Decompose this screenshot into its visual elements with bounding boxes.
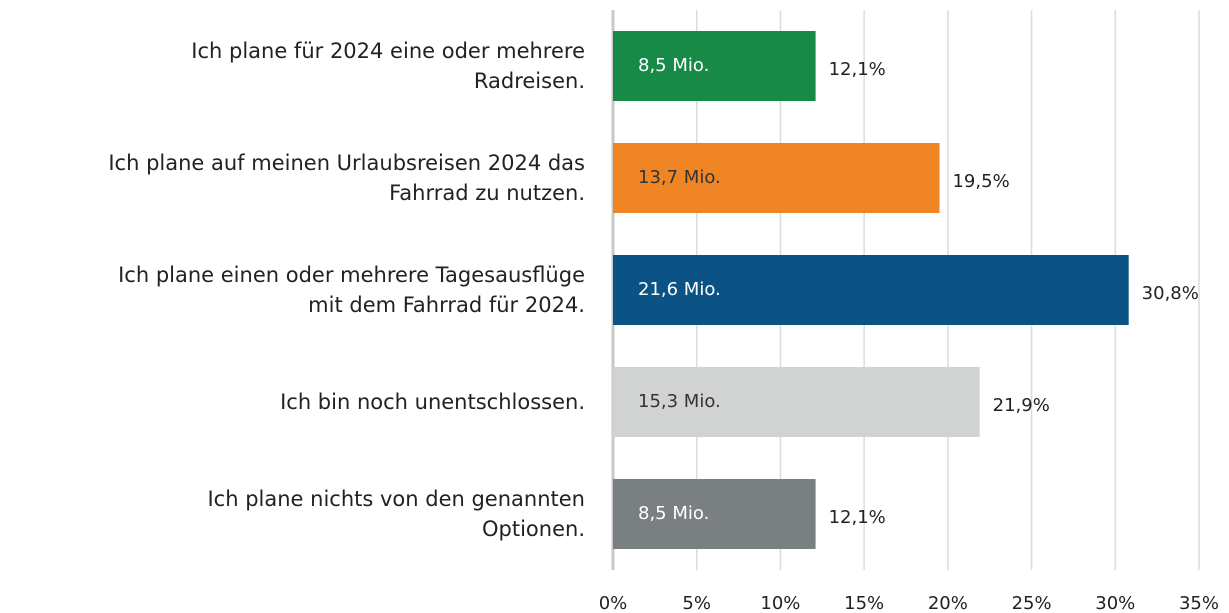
- category-label: Ich plane einen oder mehrere Tagesausflü…: [118, 263, 585, 317]
- inner-label: 8,5 Mio.: [638, 503, 709, 524]
- x-tick-label: 5%: [682, 593, 711, 613]
- category-label: Ich plane für 2024 eine oder mehrere Rad…: [191, 39, 585, 93]
- bar: [613, 479, 816, 549]
- x-tick-label: 20%: [928, 593, 968, 613]
- value-label: 12,1%: [829, 59, 886, 80]
- x-tick-label: 30%: [1095, 593, 1135, 613]
- value-label: 12,1%: [829, 507, 886, 528]
- inner-label: 21,6 Mio.: [638, 279, 721, 300]
- value-label: 21,9%: [993, 395, 1050, 416]
- bar: [613, 143, 940, 213]
- bar: [613, 31, 816, 101]
- bar: [613, 255, 1129, 325]
- inner-label: 8,5 Mio.: [638, 55, 709, 76]
- category-label: Ich bin noch unentschlossen.: [280, 390, 585, 414]
- value-label: 19,5%: [952, 171, 1009, 192]
- x-tick-label: 25%: [1012, 593, 1052, 613]
- x-tick-label: 10%: [760, 593, 800, 613]
- inner-label: 15,3 Mio.: [638, 391, 721, 412]
- category-label: Ich plane nichts von den genannten Optio…: [207, 487, 585, 541]
- inner-label: 13,7 Mio.: [638, 167, 721, 188]
- x-tick-label: 35%: [1179, 593, 1219, 613]
- category-label: Ich plane auf meinen Urlaubsreisen 2024 …: [108, 151, 585, 205]
- x-tick-label: 0%: [599, 593, 628, 613]
- bar: [613, 367, 980, 437]
- value-label: 30,8%: [1142, 283, 1199, 304]
- x-tick-label: 15%: [844, 593, 884, 613]
